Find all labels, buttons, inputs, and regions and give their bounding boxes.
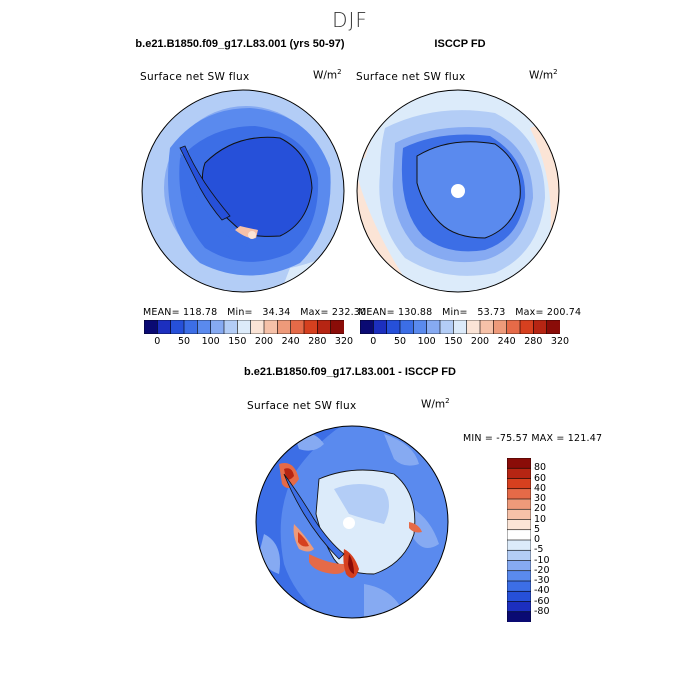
panel1-colorbar-label: 240 [281, 336, 300, 347]
panel3-colorbar-swatch [507, 549, 531, 562]
panel2-stats: MEAN= 130.88 Min= 53.73 Max= 200.74 [358, 307, 582, 318]
panel2-colorbar-swatch [479, 320, 494, 334]
panel1-colorbar-swatch [144, 320, 158, 334]
panel2-title: ISCCP FD [434, 38, 486, 50]
panel1-colorbar-swatch [223, 320, 238, 334]
panel1-units: W/m2 [313, 68, 342, 82]
panel3-colorbar-swatch [507, 508, 531, 521]
panel1-colorbar-label: 0 [154, 336, 161, 347]
panel2-colorbar-swatch [413, 320, 428, 334]
panel2-colorbar-label: 320 [550, 336, 570, 347]
panel2-colorbar-swatch [386, 320, 401, 334]
panel1-colorbar-swatch [263, 320, 278, 334]
panel3-colorbar-label: -5 [534, 544, 544, 556]
panel1-map [141, 89, 345, 293]
panel2-colorbar-label: 50 [393, 336, 407, 347]
panel1-colorbar-swatch [250, 320, 265, 334]
panel2-colorbar-swatch [506, 320, 521, 334]
panel1-colorbar-swatch [290, 320, 305, 334]
panel3-colorbar-labels: 80 60 40 30 20 10 5 0 -5 -10 -20 -30 -40 -60 -80 [534, 458, 574, 622]
panel2-colorbar-label: 200 [470, 336, 490, 347]
panel3-colorbar-label: 80 [534, 462, 547, 474]
panel3-colorbar-label: -10 [534, 554, 550, 566]
panel3-colorbar-label: -40 [534, 585, 550, 597]
panel2-colorbar-swatch [546, 320, 560, 334]
panel1-colorbar-label: 100 [201, 336, 220, 347]
panel3-colorbar-label: 60 [534, 472, 547, 484]
panel1-colorbar-swatch [210, 320, 225, 334]
season-title: DJF [332, 8, 368, 32]
panel3-stats: MIN = -75.57 MAX = 121.47 [463, 433, 603, 444]
panel2-colorbar-label: 150 [444, 336, 463, 347]
panel2-colorbar-labels: 0 50 100 150 200 240 280 320 [360, 336, 569, 348]
panel1-colorbar-label: 320 [334, 336, 354, 347]
panel3-colorbar-swatch [507, 488, 531, 500]
panel3-colorbar-swatch [507, 467, 531, 480]
panel3-colorbar-label: -30 [534, 575, 550, 586]
panel1-colorbar-swatch [197, 320, 212, 334]
panel3-colorbar-swatch [507, 590, 531, 603]
panel1-colorbar-swatch [170, 320, 185, 334]
panel2-colorbar-swatch [519, 320, 534, 334]
panel2-colorbar-swatch [426, 320, 441, 334]
panel3-colorbar-label: -80 [534, 605, 550, 617]
panel3-colorbar-label: 30 [534, 493, 547, 504]
panel1-colorbar-label: 150 [228, 336, 247, 347]
panel2-colorbar-label: 280 [524, 336, 543, 347]
panel2-map [356, 89, 560, 293]
panel3-colorbar-swatch [507, 570, 531, 582]
panel1-colorbar-label: 280 [308, 336, 327, 347]
panel2-colorbar-swatch [439, 320, 454, 334]
panel2-colorbar-swatch [466, 320, 481, 334]
panel2-colorbar-swatch [493, 320, 508, 334]
panel2-colorbar-swatch [360, 320, 374, 334]
panel3-colorbar-label: -20 [534, 564, 550, 576]
panel2-colorbar-swatch [453, 320, 468, 334]
panel1-colorbar-swatch [157, 320, 172, 334]
panel3-units: W/m2 [421, 397, 450, 411]
panel1-title: b.e21.B1850.f09_g17.L83.001 (yrs 50-97) [135, 38, 345, 50]
panel3-colorbar-swatch [507, 611, 531, 622]
panel3-colorbar [507, 458, 531, 622]
panel1-colorbar-swatch [303, 320, 318, 334]
panel1-colorbar-swatch [237, 320, 252, 334]
panel3-colorbar-label: 20 [534, 503, 547, 515]
panel1-stats: MEAN= 118.78 Min= 34.34 Max= 232.30 [143, 307, 367, 318]
panel3-colorbar-label: 40 [534, 482, 547, 494]
panel3-colorbar-label: -60 [534, 595, 550, 607]
panel2-variable-label: Surface net SW flux [356, 71, 466, 83]
panel2-colorbar-label: 100 [417, 336, 436, 347]
panel3-colorbar-swatch [507, 458, 531, 469]
panel3-title: b.e21.B1850.f09_g17.L83.001 - ISCCP FD [244, 366, 456, 378]
panel3-colorbar-swatch [507, 601, 531, 613]
panel2-colorbar-swatch [399, 320, 414, 334]
panel2-colorbar-label: 0 [370, 336, 377, 347]
panel1-colorbar-swatch [277, 320, 292, 334]
panel3-variable-label: Surface net SW flux [247, 400, 357, 412]
panel3-colorbar-label: 0 [534, 534, 541, 545]
panel3-colorbar-swatch [507, 478, 531, 490]
panel2-colorbar-label: 240 [497, 336, 516, 347]
panel3-colorbar-swatch [507, 519, 531, 531]
panel1-colorbar-labels: 0 50 100 150 200 240 280 320 [144, 336, 353, 348]
panel3-map [255, 425, 449, 619]
panel3-colorbar-swatch [507, 529, 531, 541]
panel2-colorbar [360, 320, 560, 334]
panel1-colorbar-label: 200 [254, 336, 274, 347]
panel1-colorbar-label: 50 [177, 336, 191, 347]
panel2-colorbar-swatch [373, 320, 388, 334]
panel3-colorbar-label: 10 [534, 513, 547, 525]
panel1-colorbar-swatch [330, 320, 344, 334]
panel3-colorbar-swatch [507, 498, 531, 510]
panel1-colorbar-swatch [317, 320, 332, 334]
panel1-variable-label: Surface net SW flux [140, 71, 250, 83]
panel3-colorbar-swatch [507, 580, 531, 592]
panel2-colorbar-swatch [533, 320, 548, 334]
panel2-units: W/m2 [529, 68, 558, 82]
panel3-colorbar-swatch [507, 560, 531, 572]
panel1-colorbar [144, 320, 344, 334]
panel1-colorbar-swatch [183, 320, 198, 334]
panel3-colorbar-swatch [507, 539, 531, 551]
panel3-colorbar-label: 5 [534, 523, 541, 535]
